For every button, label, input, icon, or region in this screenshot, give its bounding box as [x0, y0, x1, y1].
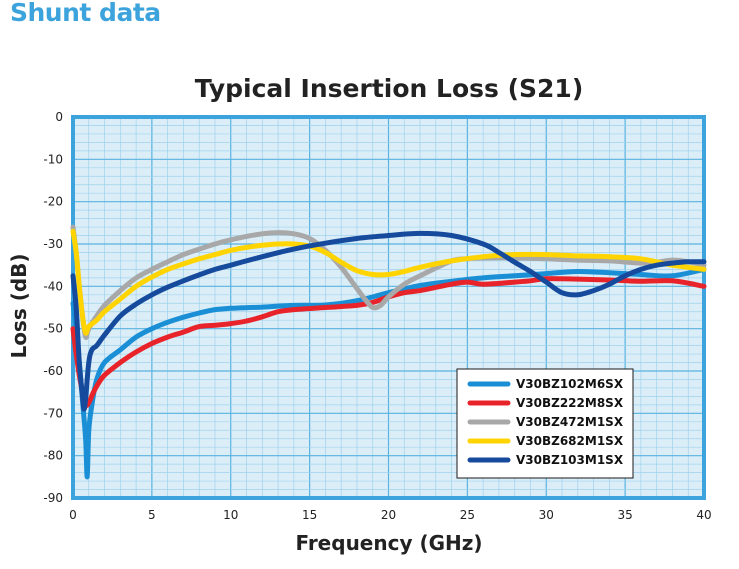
x-tick-label: 0	[69, 508, 77, 522]
chart-title: Typical Insertion Loss (S21)	[195, 74, 584, 103]
x-axis-ticks: 0 5 10 15 20 25 30 35 40	[69, 508, 711, 522]
x-tick-label: 10	[223, 508, 238, 522]
y-axis-ticks: 0 -10 -20 -30 -40 -50 -60 -70 -80 -90	[43, 110, 63, 505]
legend-label-v30bz222m8sx: V30BZ222M8SX	[516, 396, 624, 410]
y-tick-label: -70	[43, 406, 63, 420]
y-tick-label: -10	[43, 152, 63, 166]
x-tick-label: 20	[381, 508, 396, 522]
y-tick-label: -30	[43, 237, 63, 251]
series-line-v30bz103m1sx	[70, 230, 707, 412]
x-tick-label: 30	[539, 508, 554, 522]
x-tick-label: 5	[148, 508, 156, 522]
legend-label-v30bz103m1sx: V30BZ103M1SX	[516, 453, 624, 467]
y-tick-label: -20	[43, 195, 63, 209]
x-tick-label: 25	[460, 508, 475, 522]
x-axis-label: Frequency (GHz)	[295, 531, 482, 555]
legend-label-v30bz472m1sx: V30BZ472M1SX	[516, 415, 624, 429]
y-tick-label: -80	[43, 449, 63, 463]
series-lines	[70, 224, 707, 480]
y-tick-label: -90	[43, 491, 63, 505]
legend-label-v30bz682m1sx: V30BZ682M1SX	[516, 434, 624, 448]
y-tick-label: -60	[43, 364, 63, 378]
y-tick-label: 0	[55, 110, 63, 124]
legend: V30BZ102M6SX V30BZ222M8SX V30BZ472M1SX V30B…	[456, 368, 634, 479]
legend-items: V30BZ102M6SX V30BZ222M8SX V30BZ472M1SX V30B…	[467, 377, 624, 467]
series-line-v30bz222m8sx	[70, 276, 707, 409]
x-tick-label: 15	[302, 508, 317, 522]
y-tick-label: -50	[43, 322, 63, 336]
series-line-v30bz682m1sx	[70, 228, 707, 336]
y-axis-label: Loss (dB)	[7, 253, 31, 358]
y-tick-label: -40	[43, 279, 63, 293]
x-tick-label: 35	[617, 508, 632, 522]
legend-label-v30bz102m6sx: V30BZ102M6SX	[516, 377, 624, 391]
x-tick-label: 40	[696, 508, 711, 522]
section-title: Shunt data	[10, 0, 161, 27]
